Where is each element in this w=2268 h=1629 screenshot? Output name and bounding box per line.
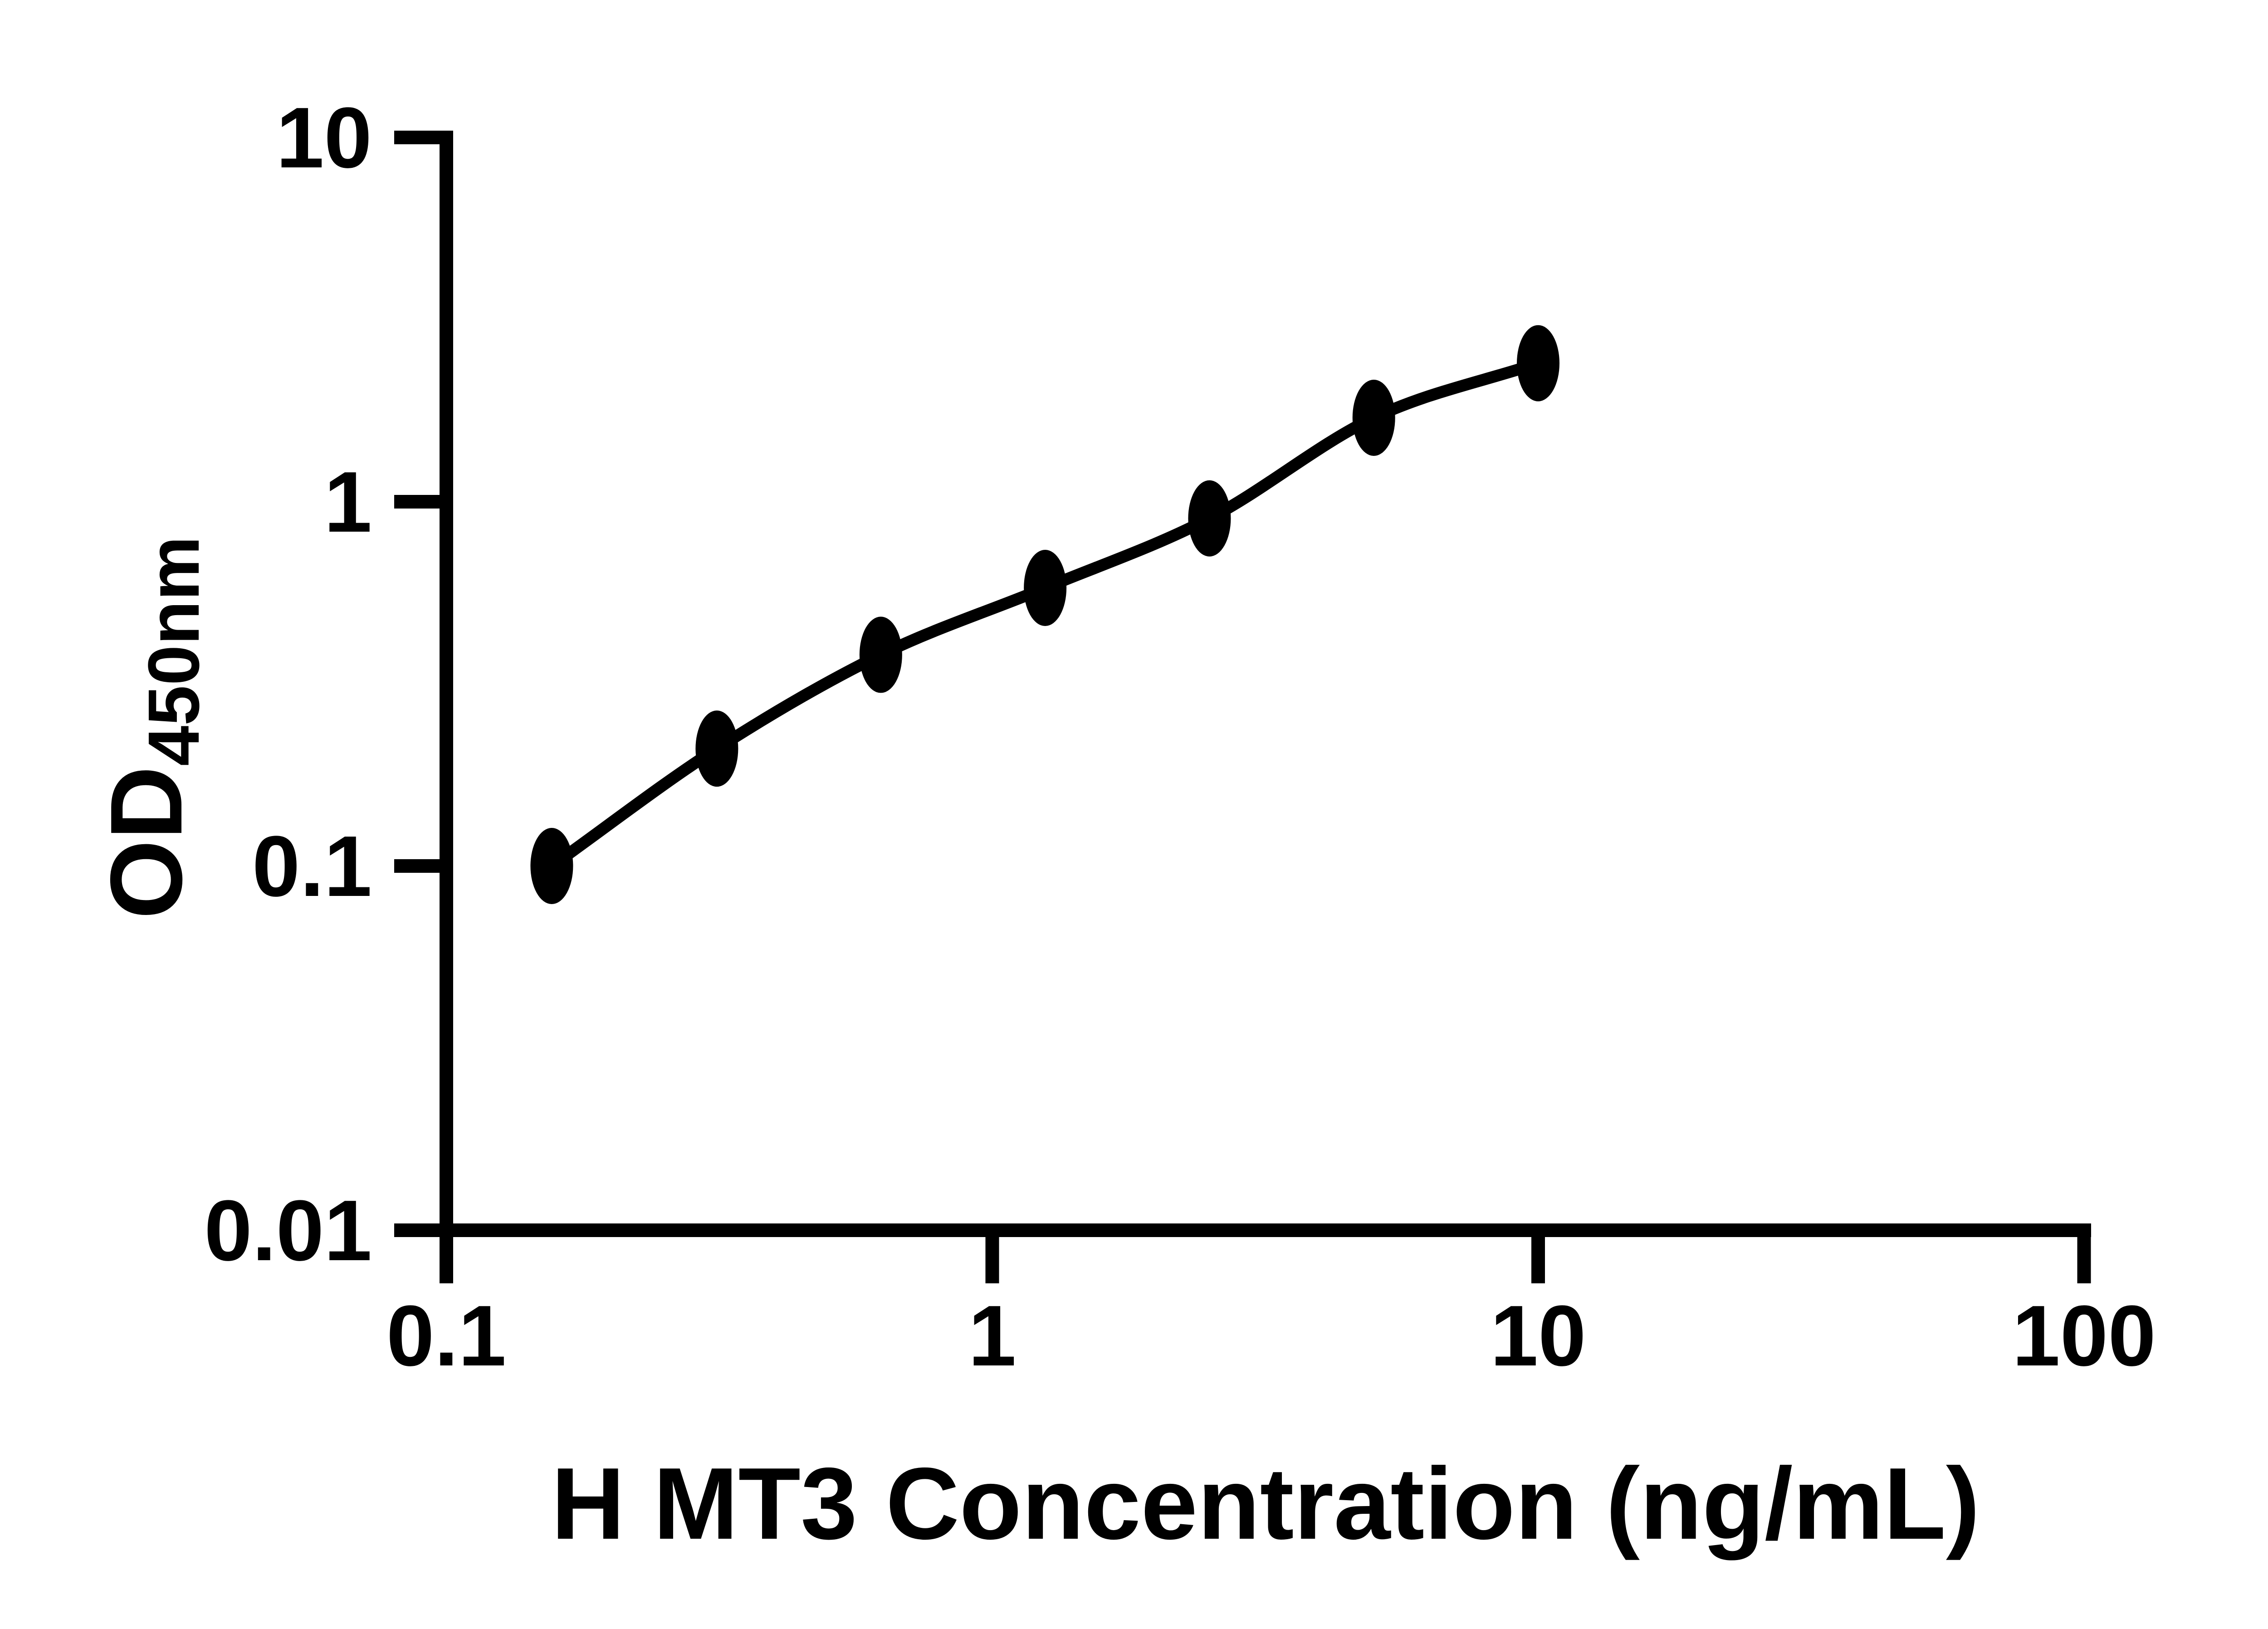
y-tick-label: 10 — [276, 90, 372, 186]
y-axis-title-subscript: 450nm — [133, 536, 214, 766]
data-point-marker — [1188, 480, 1231, 557]
y-axis-title-main: OD — [89, 766, 203, 920]
x-tick-label: 0.1 — [386, 1288, 506, 1384]
data-point-marker — [1517, 325, 1559, 401]
y-axis-title: OD450nm — [89, 536, 214, 919]
axes — [394, 131, 2091, 1283]
x-axis-title: H MT3 Concentration (ng/mL) — [551, 1446, 1980, 1561]
data-point-marker — [1024, 549, 1067, 626]
data-point-marker — [859, 616, 902, 693]
y-tick-label: 0.1 — [252, 818, 372, 915]
x-tick-label: 100 — [2012, 1288, 2156, 1384]
data-series — [530, 325, 1559, 904]
data-point-marker — [530, 828, 573, 904]
y-tick-label: 0.01 — [204, 1183, 372, 1279]
data-point-marker — [1352, 379, 1395, 456]
data-point-marker — [695, 710, 738, 787]
x-tick-label: 10 — [1490, 1288, 1586, 1384]
x-tick-label: 1 — [968, 1288, 1017, 1384]
y-tick-label: 1 — [324, 454, 372, 550]
